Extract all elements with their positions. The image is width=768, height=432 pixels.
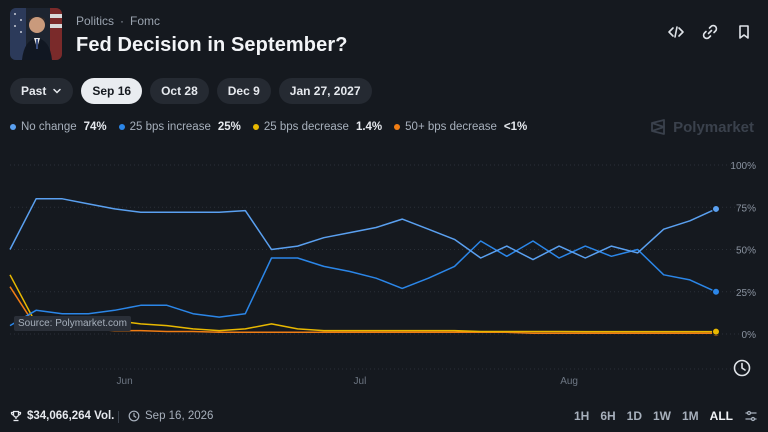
- legend-value: 74%: [83, 121, 107, 133]
- y-tick-label: 0%: [742, 330, 757, 341]
- y-tick-label: 100%: [730, 161, 756, 172]
- date-selector: Past Sep 16 Oct 28 Dec 9 Jan 27, 2027: [10, 78, 372, 104]
- embed-code-icon[interactable]: [666, 22, 686, 42]
- legend-dot: [118, 124, 125, 130]
- date-pill-oct-28[interactable]: Oct 28: [150, 78, 209, 104]
- clock-icon: [128, 410, 140, 422]
- range-6h[interactable]: 6H: [600, 409, 616, 423]
- range-1d[interactable]: 1D: [626, 409, 642, 423]
- legend-item-no-change: No change 74%: [10, 121, 107, 133]
- trophy-icon: [10, 410, 22, 422]
- range-1h[interactable]: 1H: [573, 409, 590, 423]
- time-range-selector: 1H 6H 1D 1W 1M ALL: [574, 409, 758, 423]
- legend-dot: [394, 124, 401, 130]
- price-history-chart[interactable]: 100% 75% 50% 25% 0% Jun Jul Aug: [0, 150, 768, 390]
- series-end-point: [712, 204, 720, 213]
- legend-value: 1.4%: [355, 121, 383, 133]
- breadcrumb-politics[interactable]: Politics: [76, 14, 115, 28]
- polymarket-logo-icon: [651, 119, 666, 135]
- legend-label: 25 bps increase: [129, 121, 211, 133]
- chevron-down-icon: [53, 88, 62, 94]
- end-date: Sep 16, 2026: [128, 410, 213, 422]
- source-label: Source: Polymarket.com: [14, 316, 131, 331]
- market-header: Politics · Fomc Fed Decision in September?: [10, 8, 758, 60]
- date-pill-sep-16[interactable]: Sep 16: [81, 78, 143, 104]
- volume: $34,066,264 Vol.: [10, 410, 114, 422]
- y-tick-label: 75%: [736, 203, 756, 214]
- history-clock-icon[interactable]: [732, 358, 752, 378]
- volume-value: $34,066,264 Vol.: [27, 410, 115, 422]
- range-1m[interactable]: 1M: [682, 409, 699, 423]
- link-icon[interactable]: [700, 22, 720, 42]
- series-end-point: [712, 287, 720, 296]
- legend-label: 25 bps decrease: [263, 121, 349, 133]
- legend-dot: [252, 124, 259, 130]
- date-pill-jan-27-2027[interactable]: Jan 27, 2027: [278, 78, 372, 104]
- y-tick-label: 25%: [736, 288, 756, 299]
- range-1w[interactable]: 1W: [653, 409, 671, 423]
- series-end-point: [712, 327, 720, 336]
- legend-item-25-bps-decrease: 25 bps decrease 1.4%: [252, 121, 383, 133]
- brand-name: Polymarket: [673, 118, 754, 136]
- series-line-no-change: [9, 198, 717, 261]
- x-tick-label: Jul: [354, 376, 367, 387]
- date-pill-dec-9[interactable]: Dec 9: [216, 78, 271, 104]
- breadcrumb: Politics · Fomc: [76, 14, 160, 28]
- y-tick-label: 50%: [736, 246, 756, 257]
- bookmark-icon[interactable]: [734, 22, 754, 42]
- breadcrumb-fomc[interactable]: Fomc: [130, 14, 161, 28]
- legend-value: 25%: [217, 121, 241, 133]
- end-date-value: Sep 16, 2026: [145, 410, 214, 422]
- market-footer: $34,066,264 Vol. Sep 16, 2026 1H 6H 1D 1…: [10, 408, 758, 426]
- chart-legend: No change 74% 25 bps increase 25% 25 bps…: [10, 121, 527, 133]
- page-title: Fed Decision in September?: [76, 34, 348, 56]
- market-thumbnail: [10, 8, 62, 60]
- footer-divider: [118, 411, 119, 423]
- x-tick-label: Jun: [117, 376, 133, 387]
- sliders-settings-icon[interactable]: [744, 409, 758, 423]
- past-dropdown[interactable]: Past: [10, 78, 74, 104]
- past-dropdown-label: Past: [21, 84, 47, 98]
- legend-item-25-bps-increase: 25 bps increase 25%: [118, 121, 241, 133]
- legend-dot: [10, 124, 16, 130]
- legend-label: No change: [21, 121, 77, 133]
- legend-value: <1%: [503, 121, 528, 133]
- legend-label: 50+ bps decrease: [405, 121, 497, 133]
- range-all[interactable]: ALL: [709, 409, 733, 423]
- polymarket-logo: Polymarket: [649, 118, 754, 136]
- x-tick-label: Aug: [560, 376, 578, 387]
- legend-item-50-bps-decrease: 50+ bps decrease <1%: [394, 121, 527, 133]
- series-line-25-bps-increase: [9, 240, 717, 327]
- breadcrumb-separator: ·: [120, 14, 125, 28]
- header-actions: [666, 22, 754, 42]
